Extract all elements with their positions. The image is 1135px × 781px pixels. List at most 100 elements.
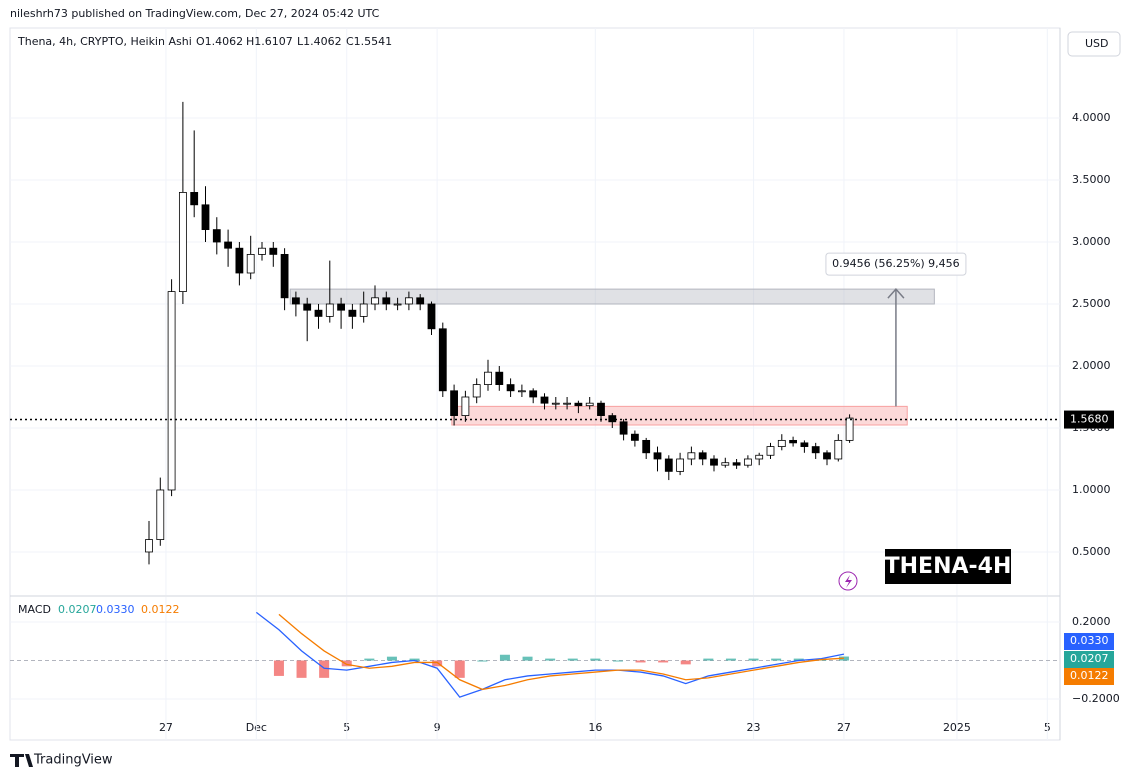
macd-legend-value: 0.0207: [58, 603, 97, 616]
candle-body: [585, 402, 594, 407]
histogram-bar: [522, 656, 533, 661]
candle-body: [325, 303, 334, 317]
histogram-bar: [386, 656, 397, 661]
candle-body: [517, 390, 526, 393]
histogram-bar: [725, 658, 736, 661]
histogram-bar: [793, 658, 804, 661]
candle-body: [823, 452, 831, 460]
histogram-bar: [432, 660, 443, 667]
candle-body: [777, 439, 786, 447]
macd-price-box: [1064, 651, 1114, 668]
histogram-bar: [545, 658, 556, 661]
y-tick-label: 0.5000: [1072, 545, 1111, 558]
candle-body: [630, 433, 639, 441]
candle-body: [235, 247, 244, 274]
candle-body: [359, 303, 368, 317]
chart-layer: 27Dec59162327202550.50001.00001.50002.00…: [10, 28, 1120, 740]
candle-body: [800, 442, 809, 447]
y-tick-label: 3.0000: [1072, 235, 1111, 248]
measure-label-box: [825, 252, 967, 276]
candle-body: [563, 402, 571, 405]
macd-title: MACD: [18, 603, 51, 616]
candle-body: [687, 452, 696, 460]
candle-body: [382, 297, 391, 305]
histogram-bar: [703, 658, 714, 661]
candle-body: [495, 371, 504, 385]
candle-body: [167, 291, 176, 491]
currency-box[interactable]: [1067, 31, 1121, 57]
zone: [451, 405, 908, 426]
y-tick-label: 4.0000: [1072, 111, 1111, 124]
candle-body: [472, 384, 481, 398]
macd-price-label: 0.0330: [1070, 634, 1109, 647]
y-tick-label: 2.5000: [1072, 297, 1111, 310]
candle-body: [755, 454, 764, 460]
candle-body: [190, 192, 199, 206]
histogram-bar: [341, 660, 352, 667]
macd-line: [255, 611, 845, 698]
candle-body: [484, 371, 492, 385]
candle-body: [246, 254, 255, 274]
candle-body: [314, 309, 323, 317]
candle-body: [551, 402, 560, 405]
candle-body: [698, 452, 707, 460]
candle-body: [348, 309, 357, 317]
ohlc-high: H1.6107: [246, 35, 293, 48]
histogram-bar: [273, 660, 284, 676]
plot-frame: [9, 27, 1061, 741]
symbol-title: Thena, 4h, CRYPTO, Heikin Ashi: [17, 35, 192, 48]
candle-body: [721, 462, 730, 466]
ohlc-close: C1.5541: [346, 35, 392, 48]
histogram-bar: [771, 658, 782, 661]
candle-body: [438, 328, 447, 392]
candle-body: [258, 247, 266, 255]
histogram-bar: [658, 660, 669, 663]
candle-body: [427, 303, 436, 330]
ohlc-open: O1.4062: [196, 35, 243, 48]
candle-body: [529, 390, 538, 398]
candle-body: [845, 417, 854, 441]
y-tick-label: 0.2000: [1072, 615, 1111, 628]
candle-body: [710, 458, 718, 466]
histogram-bar: [364, 658, 375, 661]
candle-body: [178, 192, 187, 292]
candle-body: [608, 415, 617, 423]
candle-body: [619, 421, 628, 435]
macd-price-box: [1064, 668, 1114, 685]
last-price-box: [1064, 410, 1114, 429]
macd-price-label: 0.0122: [1070, 669, 1109, 682]
macd-line: [278, 613, 844, 691]
histogram-bar: [296, 660, 307, 678]
histogram-bar: [409, 658, 420, 661]
candle-body: [156, 489, 165, 540]
candle-body: [642, 439, 651, 454]
candle-body: [664, 458, 673, 472]
candle-body: [416, 297, 425, 305]
candle-body: [224, 241, 232, 249]
candle-body: [766, 446, 775, 456]
histogram-bar: [477, 660, 488, 662]
histogram-bar: [499, 654, 510, 661]
candle-body: [212, 229, 221, 243]
candle-body: [461, 396, 470, 416]
y-tick-label: 1.0000: [1072, 483, 1111, 496]
watermark-box: [885, 549, 1011, 584]
candle-body: [450, 390, 458, 416]
candle-body: [145, 539, 153, 553]
candle-body: [676, 458, 684, 472]
candle-body: [393, 303, 402, 306]
candle-body: [540, 396, 549, 404]
ohlc-low: L1.4062: [297, 35, 342, 48]
histogram-bar: [319, 660, 330, 678]
candle-body: [574, 402, 583, 407]
candle-body: [201, 204, 210, 231]
lightning: [845, 575, 852, 588]
last-price-label: 1.5680: [1070, 413, 1109, 426]
candle-body: [834, 439, 843, 460]
measure-label: 0.9456 (56.25%) 9,456: [832, 257, 960, 270]
brand: TradingView: [33, 753, 113, 768]
candle-body: [337, 303, 345, 311]
y-tick-label: 2.0000: [1072, 359, 1111, 372]
